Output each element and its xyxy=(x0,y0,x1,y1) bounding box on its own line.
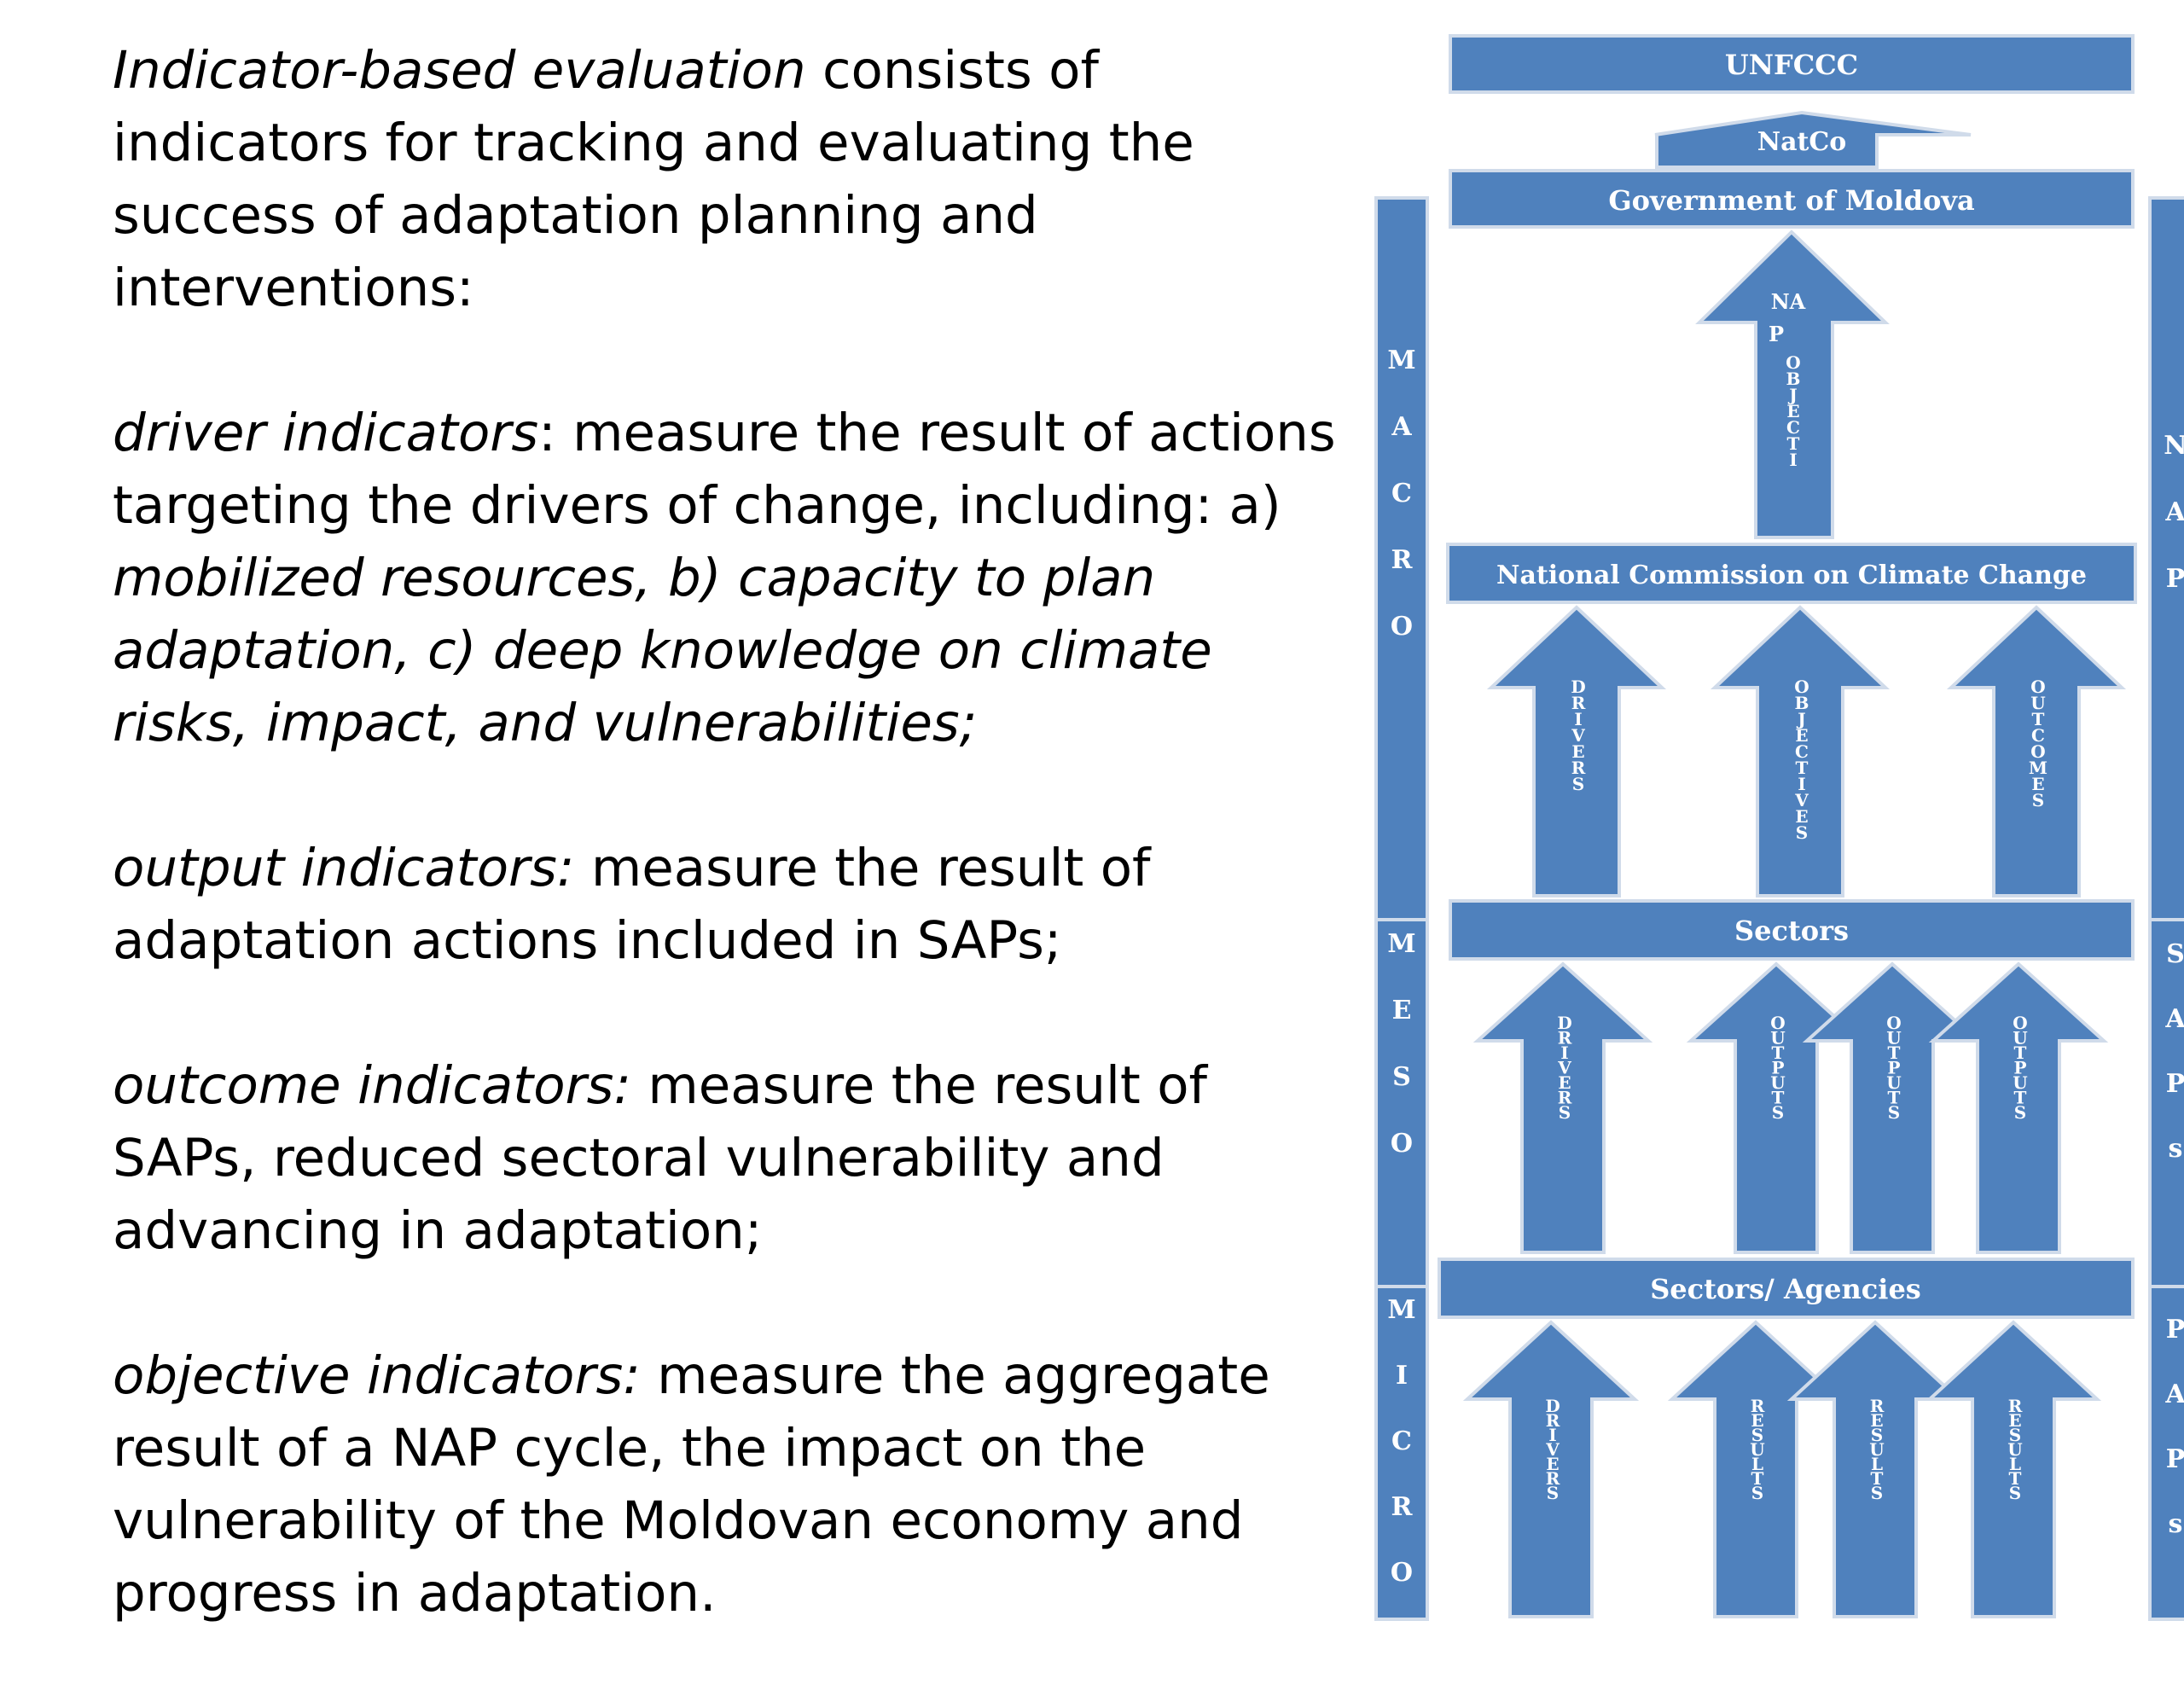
unfccc-label: UNFCCC xyxy=(1725,49,1858,81)
intro-text: consists of indicators for tracking and … xyxy=(113,40,1194,318)
outcome-text: measure the result of SAPs, reduced sect… xyxy=(113,1055,1208,1261)
nap-arrow-label-p: P xyxy=(1769,322,1784,346)
indicator-text-panel: Indicator-based evaluation consists of i… xyxy=(113,34,1358,1702)
ncc-arrow-drivers xyxy=(1486,605,1667,897)
objective-text: measure the aggregate result of a NAP cy… xyxy=(113,1345,1270,1624)
driver-text: : measure the result of actions targetin… xyxy=(113,403,1336,536)
agencies-arrow-results xyxy=(1786,1320,1964,1618)
meso-bar xyxy=(1374,918,1429,1288)
nap-bar xyxy=(2148,196,2184,921)
objective-term: objective indicators: xyxy=(113,1345,641,1406)
government-label: Government of Moldova xyxy=(1608,184,1974,217)
left-level-labels: M A C R O M E S O M I C R O xyxy=(1387,346,1415,1588)
agencies-arrow-drivers xyxy=(1462,1320,1640,1618)
sectors-arrow-outputs xyxy=(1802,961,1983,1254)
nap-objectives-arrow xyxy=(1695,229,1890,539)
ncc-label: National Commission on Climate Change xyxy=(1496,561,2087,590)
agencies-label: Sectors/ Agencies xyxy=(1650,1273,1921,1305)
paps-bar xyxy=(2148,1285,2184,1621)
driver-list: mobilized resources, b) capacity to plan… xyxy=(113,548,1212,753)
micro-bar xyxy=(1374,1285,1429,1621)
driver-paragraph: driver indicators: measure the result of… xyxy=(113,397,1358,759)
level-arrows: D R I V E R S O B J E C T I V E S O U T C O M E S D R I V E R S O U T P U T S O… xyxy=(1462,605,2127,1618)
macro-bar xyxy=(1374,196,1429,921)
agencies-arrow-results xyxy=(1925,1320,2102,1618)
driver-term: driver indicators xyxy=(113,403,539,463)
sectors-arrow-drivers xyxy=(1472,961,1653,1254)
output-text: measure the result of adaptation actions… xyxy=(113,838,1151,971)
natco-label: NatCo xyxy=(1757,127,1847,157)
agencies-box xyxy=(1438,1258,2135,1319)
outcome-paragraph: outcome indicators: measure the result o… xyxy=(113,1049,1358,1267)
ncc-box xyxy=(1446,543,2137,604)
saps-bar xyxy=(2148,918,2184,1288)
sectors-arrow-outputs xyxy=(1928,961,2109,1254)
intro-paragraph: Indicator-based evaluation consists of i… xyxy=(113,34,1358,324)
output-paragraph: output indicators: measure the result of… xyxy=(113,832,1358,977)
government-box xyxy=(1449,169,2135,229)
ncc-arrow-objectives xyxy=(1710,605,1891,897)
nap-arrow-label-na: NA xyxy=(1771,289,1806,314)
intro-term: Indicator-based evaluation xyxy=(113,40,806,101)
unfccc-box xyxy=(1449,34,2135,94)
sectors-label: Sectors xyxy=(1734,915,1849,947)
natco-arrow xyxy=(1654,110,1972,169)
objective-paragraph: objective indicators: measure the aggreg… xyxy=(113,1339,1358,1629)
output-term: output indicators: xyxy=(113,838,575,898)
ncc-arrow-outcomes xyxy=(1946,605,2127,897)
outcome-term: outcome indicators: xyxy=(113,1055,631,1116)
sectors-box xyxy=(1449,899,2135,961)
